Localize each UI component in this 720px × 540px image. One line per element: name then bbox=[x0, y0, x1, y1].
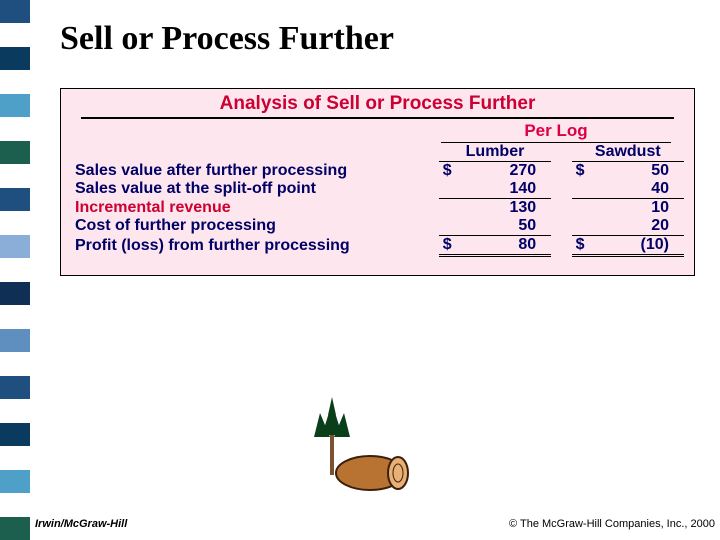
cell-sym bbox=[439, 180, 465, 199]
cell-sym: $ bbox=[439, 162, 465, 181]
analysis-table: Lumber Sawdust Sales value after further… bbox=[71, 143, 684, 257]
cell-sym bbox=[439, 217, 465, 236]
table-row: Incremental revenue 130 10 bbox=[71, 199, 684, 218]
cell-sawdust: 50 bbox=[597, 162, 684, 181]
col-sawdust: Sawdust bbox=[572, 143, 684, 162]
analysis-heading: Analysis of Sell or Process Further bbox=[81, 93, 674, 119]
row-label: Sales value after further processing bbox=[71, 162, 439, 181]
cell-sym bbox=[439, 199, 465, 218]
cell-sym bbox=[572, 180, 598, 199]
cell-sawdust: 40 bbox=[597, 180, 684, 199]
cell-sym bbox=[572, 199, 598, 218]
table-row: Cost of further processing 50 20 bbox=[71, 217, 684, 236]
table-row: Sales value after further processing$270… bbox=[71, 162, 684, 181]
cell-sawdust: 10 bbox=[597, 199, 684, 218]
footer-publisher: Irwin/McGraw-Hill bbox=[35, 518, 127, 530]
table-row: Profit (loss) from further processing$80… bbox=[71, 236, 684, 256]
page-title: Sell or Process Further bbox=[60, 20, 700, 58]
row-label: Incremental revenue bbox=[71, 199, 439, 218]
row-label: Cost of further processing bbox=[71, 217, 439, 236]
cell-lumber: 80 bbox=[464, 236, 551, 256]
cell-lumber: 270 bbox=[464, 162, 551, 181]
analysis-box: Analysis of Sell or Process Further Per … bbox=[60, 88, 695, 276]
per-log-header: Per Log bbox=[441, 121, 671, 143]
cell-sym bbox=[572, 217, 598, 236]
cell-lumber: 50 bbox=[464, 217, 551, 236]
log-clipart bbox=[300, 395, 410, 495]
cell-sym: $ bbox=[439, 236, 465, 256]
table-row: Sales value at the split-off point 140 40 bbox=[71, 180, 684, 199]
row-label: Sales value at the split-off point bbox=[71, 180, 439, 199]
cell-lumber: 140 bbox=[464, 180, 551, 199]
cell-sym: $ bbox=[572, 162, 598, 181]
footer-copyright: © The McGraw-Hill Companies, Inc., 2000 bbox=[509, 518, 715, 530]
row-label: Profit (loss) from further processing bbox=[71, 236, 439, 256]
cell-sawdust: (10) bbox=[597, 236, 684, 256]
cell-lumber: 130 bbox=[464, 199, 551, 218]
cell-sawdust: 20 bbox=[597, 217, 684, 236]
cell-sym: $ bbox=[572, 236, 598, 256]
decorative-sidebar bbox=[0, 0, 30, 540]
col-lumber: Lumber bbox=[439, 143, 551, 162]
